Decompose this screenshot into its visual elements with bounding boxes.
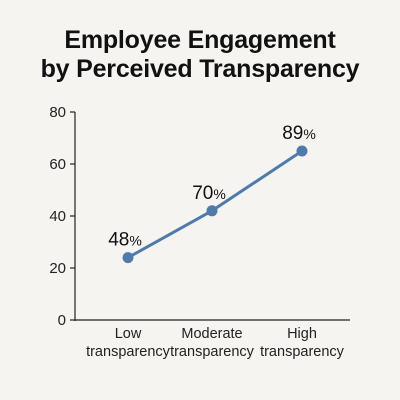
y-tick-label: 80 <box>49 104 66 121</box>
data-labels: 48% 70% 89% <box>108 123 316 251</box>
data-label: 48% <box>108 230 142 251</box>
chart-title: Employee Engagement by Perceived Transpa… <box>0 26 400 84</box>
x-category-label: High <box>287 326 317 342</box>
data-label: 89% <box>282 123 316 144</box>
x-category-label: Moderate <box>181 326 242 342</box>
x-category-label: Low <box>115 326 142 342</box>
y-tick-label: 40 <box>49 208 66 225</box>
series-layer <box>122 145 308 264</box>
y-axis-ticks: 0 20 40 60 80 <box>49 104 75 329</box>
series-line <box>127 149 303 259</box>
data-point <box>122 252 134 264</box>
y-tick-label: 20 <box>49 260 66 277</box>
x-category-label: transparency <box>86 344 171 360</box>
x-category-label: transparency <box>260 344 345 360</box>
data-point <box>206 205 218 217</box>
chart-title-line-1: Employee Engagement <box>64 26 336 54</box>
data-label: 70% <box>192 183 226 204</box>
chart-title-line-2: by Perceived Transparency <box>40 55 360 83</box>
y-tick-label: 0 <box>58 312 66 329</box>
y-tick-label: 60 <box>49 156 66 173</box>
x-axis-labels: Low transparency Moderate transparency High t… <box>86 326 345 360</box>
x-category-label: transparency <box>170 344 255 360</box>
data-point <box>296 145 308 157</box>
chart-axes <box>74 112 350 321</box>
